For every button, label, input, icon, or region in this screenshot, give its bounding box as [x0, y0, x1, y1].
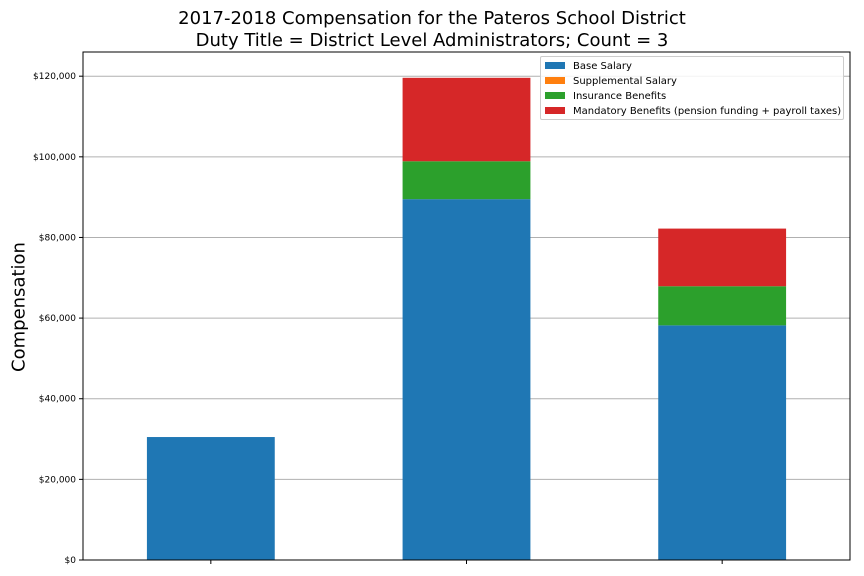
legend-swatch-mandatory-benefits: [545, 106, 565, 114]
bar-mandatory-2: [402, 77, 531, 162]
bar-insurance-3: [658, 286, 787, 326]
chart-subtitle: Duty Title = District Level Administrato…: [195, 30, 669, 51]
legend-item-insurance-benefits: Insurance Benefits: [545, 90, 666, 104]
legend-label: Supplemental Salary: [573, 76, 677, 87]
y-tick-label: $100,000: [33, 153, 76, 163]
chart-title: 2017-2018 Compensation for the Pateros S…: [178, 8, 686, 29]
y-tick-label: $80,000: [39, 233, 76, 243]
y-tick-label: $120,000: [33, 72, 76, 82]
y-tick-label: $60,000: [39, 314, 76, 324]
plot-frame: [82, 51, 851, 561]
y-tick-label: $40,000: [39, 395, 76, 405]
bar-insurance-2: [402, 161, 531, 200]
legend-swatch-insurance-benefits: [545, 91, 565, 99]
bar-base-1: [146, 437, 275, 560]
legend-swatch-base-salary: [545, 61, 565, 69]
y-tick-label: $0: [65, 556, 77, 566]
legend-item-base-salary: Base Salary: [545, 60, 632, 74]
bar-mandatory-3: [658, 228, 787, 287]
legend-label: Base Salary: [573, 61, 632, 72]
bar-base-2: [402, 199, 531, 560]
legend-item-mandatory-benefits: Mandatory Benefits (pension funding + pa…: [545, 105, 841, 119]
legend-swatch-supplemental-salary: [545, 76, 565, 84]
legend-item-supplemental-salary: Supplemental Salary: [545, 75, 677, 89]
legend-label: Insurance Benefits: [573, 91, 667, 102]
legend: Base Salary Supplemental Salary Insuranc…: [540, 56, 844, 120]
legend-label: Mandatory Benefits (pension funding + pa…: [573, 106, 842, 117]
y-tick-label: $20,000: [39, 475, 76, 485]
bar-base-3: [658, 325, 787, 560]
